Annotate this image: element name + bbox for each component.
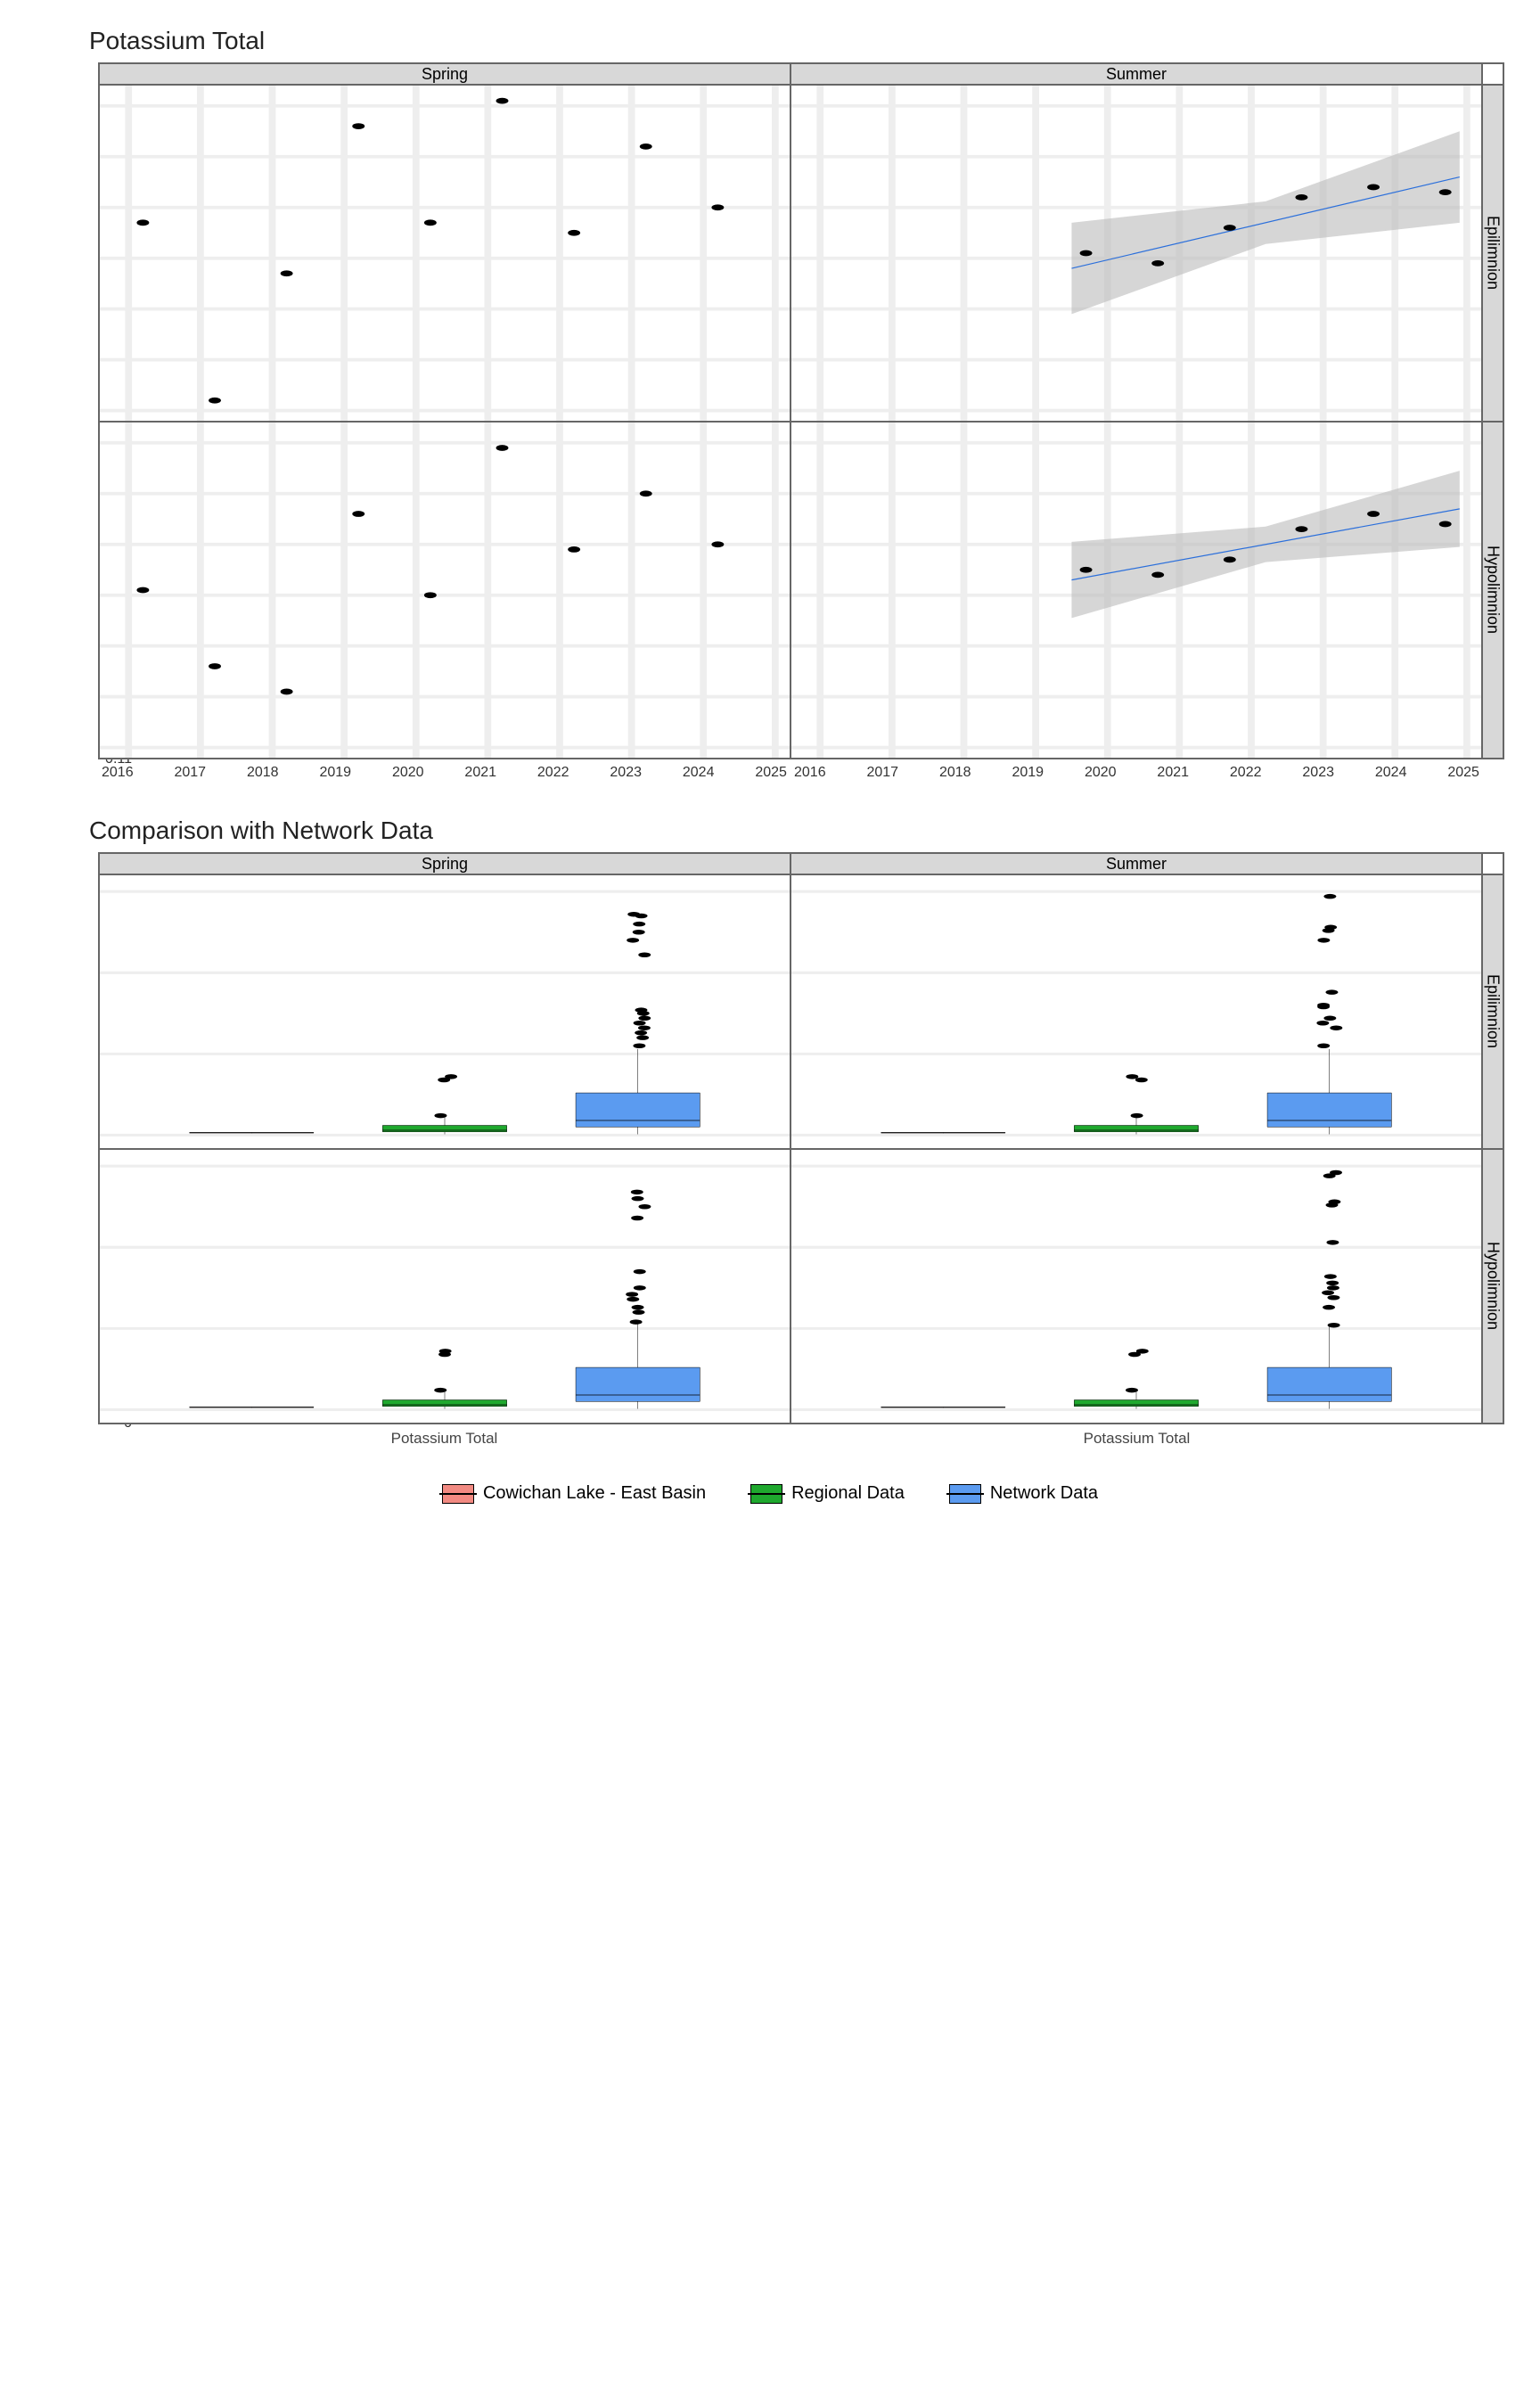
panel-summer-hypo bbox=[790, 422, 1482, 759]
legend-swatch bbox=[949, 1484, 981, 1504]
col-strip-spring: Spring bbox=[99, 853, 790, 874]
row-strip-hypo: Hypolimnion bbox=[1482, 1149, 1503, 1424]
legend-swatch bbox=[442, 1484, 474, 1504]
legend-item: Cowichan Lake - East Basin bbox=[442, 1483, 706, 1504]
panel-summer-epi bbox=[790, 874, 1482, 1149]
chart-title: Comparison with Network Data bbox=[89, 816, 1504, 845]
x-category: Potassium Total bbox=[98, 1424, 790, 1448]
panel-spring-epi bbox=[99, 85, 790, 422]
legend-label: Cowichan Lake - East Basin bbox=[483, 1483, 706, 1504]
col-strip-spring: Spring bbox=[99, 63, 790, 85]
legend-swatch bbox=[750, 1484, 782, 1504]
panel-spring-epi bbox=[99, 874, 790, 1149]
legend-label: Network Data bbox=[990, 1483, 1098, 1504]
legend: Cowichan Lake - East Basin Regional Data N… bbox=[36, 1483, 1504, 1504]
row-strip-epi: Epilimnion bbox=[1482, 874, 1503, 1149]
comparison-boxplot-chart: Comparison with Network Data Results (mg… bbox=[36, 816, 1504, 1448]
col-strip-summer: Summer bbox=[790, 853, 1482, 874]
potassium-scatter-chart: Potassium Total Result (mg/L) 0.110.120.… bbox=[36, 27, 1504, 781]
col-strip-summer: Summer bbox=[790, 63, 1482, 85]
panel-spring-hypo bbox=[99, 1149, 790, 1424]
row-strip-hypo: Hypolimnion bbox=[1482, 422, 1503, 759]
panel-spring-hypo bbox=[99, 422, 790, 759]
row-strip-epi: Epilimnion bbox=[1482, 85, 1503, 422]
panel-summer-epi bbox=[790, 85, 1482, 422]
x-category: Potassium Total bbox=[790, 1424, 1483, 1448]
chart-title: Potassium Total bbox=[89, 27, 1504, 55]
panel-summer-hypo bbox=[790, 1149, 1482, 1424]
legend-item: Network Data bbox=[949, 1483, 1098, 1504]
legend-label: Regional Data bbox=[791, 1483, 905, 1504]
legend-item: Regional Data bbox=[750, 1483, 905, 1504]
